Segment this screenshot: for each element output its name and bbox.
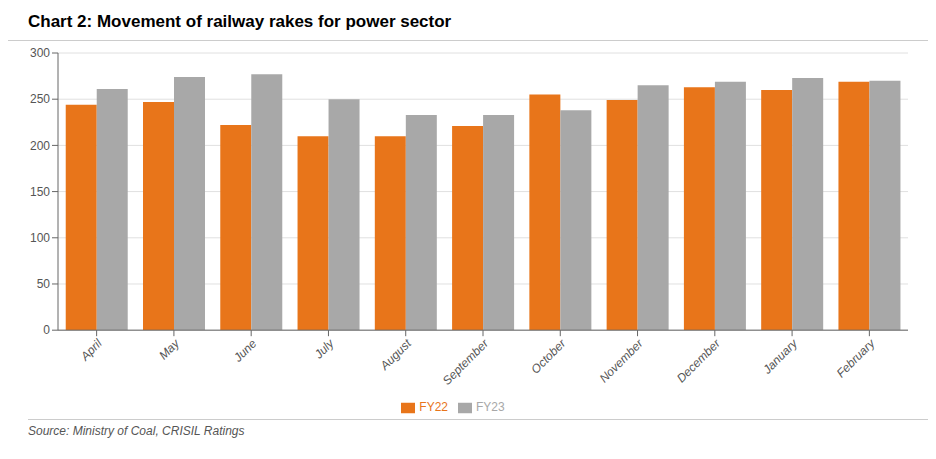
svg-text:300: 300 [30,46,50,60]
html-text:FY22: FY22 [419,400,448,415]
svg-text:150: 150 [30,185,50,199]
svg-text:January: January [759,336,801,378]
svg-text:September: September [440,336,492,388]
html-text:FY23: FY23 [476,400,505,415]
svg-text:May: May [156,336,183,363]
svg-text:200: 200 [30,139,50,153]
svg-text:250: 250 [30,92,50,106]
svg-text:0: 0 [43,323,50,337]
svg-text:February: February [834,336,879,381]
html-text:Chart 2: Movement of railway r: Chart 2: Movement of railway rakes for p… [28,12,452,31]
svg-text:November: November [597,336,647,386]
svg-text:October: October [528,336,569,377]
svg-text:August: August [377,336,414,373]
svg-text:June: June [230,336,259,365]
svg-text:50: 50 [37,277,51,291]
svg-text:100: 100 [30,231,50,245]
svg-text:December: December [674,336,724,386]
svg-text:July: July [311,336,337,362]
svg-text:April: April [77,336,105,364]
html-text:Source: Ministry of Coal, CRIS: Source: Ministry of Coal, CRISIL Ratings [28,424,245,438]
